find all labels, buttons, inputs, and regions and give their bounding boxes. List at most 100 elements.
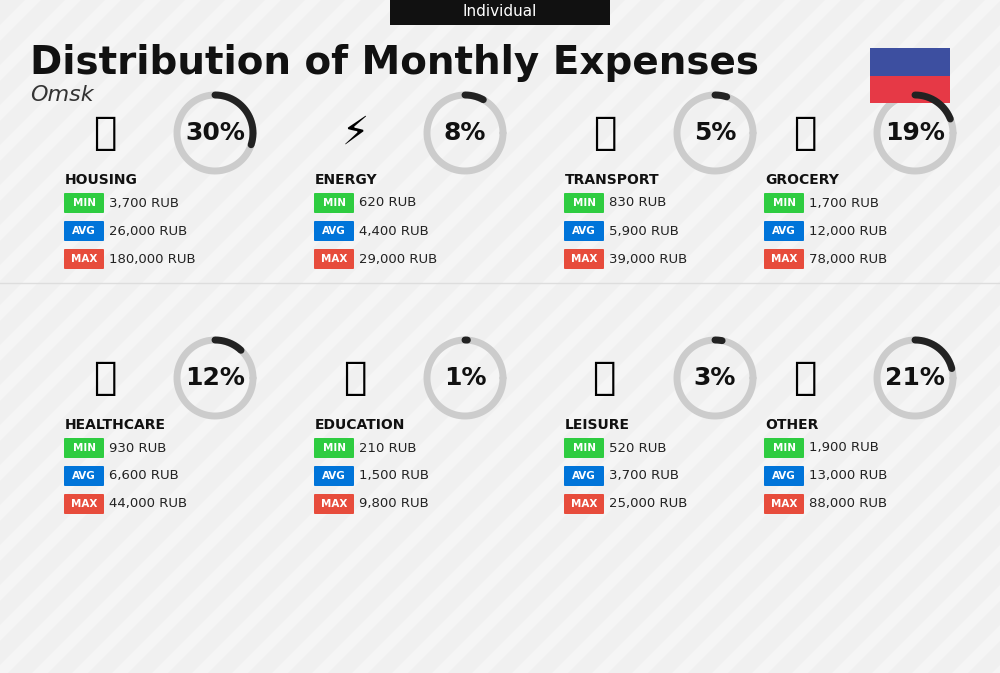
Text: 12,000 RUB: 12,000 RUB — [809, 225, 887, 238]
Text: 29,000 RUB: 29,000 RUB — [359, 252, 437, 266]
Text: AVG: AVG — [772, 471, 796, 481]
FancyBboxPatch shape — [764, 221, 804, 241]
Text: 26,000 RUB: 26,000 RUB — [109, 225, 187, 238]
Text: OTHER: OTHER — [765, 418, 818, 432]
FancyBboxPatch shape — [64, 193, 104, 213]
FancyBboxPatch shape — [390, 0, 610, 25]
FancyBboxPatch shape — [764, 438, 804, 458]
Text: AVG: AVG — [572, 226, 596, 236]
Text: 1%: 1% — [444, 366, 486, 390]
Text: 💰: 💰 — [793, 359, 817, 397]
Text: 78,000 RUB: 78,000 RUB — [809, 252, 887, 266]
FancyBboxPatch shape — [314, 249, 354, 269]
Text: 🏥: 🏥 — [93, 359, 117, 397]
Text: 🛒: 🛒 — [793, 114, 817, 152]
Text: MIN: MIN — [72, 443, 96, 453]
Text: 1,900 RUB: 1,900 RUB — [809, 441, 879, 454]
Text: 🎓: 🎓 — [343, 359, 367, 397]
Text: 210 RUB: 210 RUB — [359, 441, 416, 454]
FancyBboxPatch shape — [564, 494, 604, 514]
Text: MAX: MAX — [571, 254, 597, 264]
FancyBboxPatch shape — [314, 438, 354, 458]
Text: 13,000 RUB: 13,000 RUB — [809, 470, 887, 483]
Text: MIN: MIN — [572, 443, 596, 453]
Text: 44,000 RUB: 44,000 RUB — [109, 497, 187, 511]
Text: MIN: MIN — [572, 198, 596, 208]
Text: 3,700 RUB: 3,700 RUB — [109, 197, 179, 209]
Text: 9,800 RUB: 9,800 RUB — [359, 497, 429, 511]
FancyBboxPatch shape — [764, 494, 804, 514]
Text: MIN: MIN — [322, 443, 346, 453]
FancyBboxPatch shape — [64, 221, 104, 241]
Text: HEALTHCARE: HEALTHCARE — [65, 418, 166, 432]
Text: ⚡: ⚡ — [341, 114, 369, 152]
Text: HOUSING: HOUSING — [65, 173, 138, 187]
Text: 30%: 30% — [185, 121, 245, 145]
Text: Individual: Individual — [463, 5, 537, 20]
FancyBboxPatch shape — [564, 221, 604, 241]
Text: AVG: AVG — [72, 226, 96, 236]
Text: AVG: AVG — [322, 471, 346, 481]
Text: AVG: AVG — [772, 226, 796, 236]
FancyBboxPatch shape — [764, 193, 804, 213]
FancyBboxPatch shape — [64, 249, 104, 269]
Text: 5,900 RUB: 5,900 RUB — [609, 225, 679, 238]
FancyBboxPatch shape — [870, 48, 950, 75]
FancyBboxPatch shape — [564, 249, 604, 269]
Text: 25,000 RUB: 25,000 RUB — [609, 497, 687, 511]
FancyBboxPatch shape — [64, 494, 104, 514]
Text: 180,000 RUB: 180,000 RUB — [109, 252, 196, 266]
Text: LEISURE: LEISURE — [565, 418, 630, 432]
Text: ENERGY: ENERGY — [315, 173, 378, 187]
FancyBboxPatch shape — [314, 221, 354, 241]
Text: 12%: 12% — [185, 366, 245, 390]
Text: 620 RUB: 620 RUB — [359, 197, 416, 209]
Text: 4,400 RUB: 4,400 RUB — [359, 225, 429, 238]
Text: Distribution of Monthly Expenses: Distribution of Monthly Expenses — [30, 44, 759, 82]
FancyBboxPatch shape — [564, 438, 604, 458]
Text: 6,600 RUB: 6,600 RUB — [109, 470, 179, 483]
Text: 🏢: 🏢 — [93, 114, 117, 152]
Text: MAX: MAX — [771, 499, 797, 509]
Text: 8%: 8% — [444, 121, 486, 145]
Text: 88,000 RUB: 88,000 RUB — [809, 497, 887, 511]
Text: GROCERY: GROCERY — [765, 173, 839, 187]
Text: 830 RUB: 830 RUB — [609, 197, 666, 209]
Text: MIN: MIN — [772, 198, 796, 208]
Text: 🛍️: 🛍️ — [593, 359, 617, 397]
FancyBboxPatch shape — [764, 466, 804, 486]
Text: 39,000 RUB: 39,000 RUB — [609, 252, 687, 266]
Text: MIN: MIN — [772, 443, 796, 453]
Text: 520 RUB: 520 RUB — [609, 441, 666, 454]
Text: 1,500 RUB: 1,500 RUB — [359, 470, 429, 483]
Text: MAX: MAX — [71, 499, 97, 509]
Text: MAX: MAX — [771, 254, 797, 264]
Text: 19%: 19% — [885, 121, 945, 145]
Text: MAX: MAX — [321, 499, 347, 509]
FancyBboxPatch shape — [314, 494, 354, 514]
Text: MAX: MAX — [71, 254, 97, 264]
Text: Omsk: Omsk — [30, 85, 94, 105]
Text: MAX: MAX — [571, 499, 597, 509]
Text: EDUCATION: EDUCATION — [315, 418, 405, 432]
Text: AVG: AVG — [322, 226, 346, 236]
Text: MAX: MAX — [321, 254, 347, 264]
Text: 3%: 3% — [694, 366, 736, 390]
FancyBboxPatch shape — [764, 249, 804, 269]
FancyBboxPatch shape — [64, 466, 104, 486]
Text: 1,700 RUB: 1,700 RUB — [809, 197, 879, 209]
FancyBboxPatch shape — [870, 75, 950, 103]
Text: AVG: AVG — [572, 471, 596, 481]
Text: 5%: 5% — [694, 121, 736, 145]
Text: 3,700 RUB: 3,700 RUB — [609, 470, 679, 483]
Text: TRANSPORT: TRANSPORT — [565, 173, 660, 187]
FancyBboxPatch shape — [64, 438, 104, 458]
FancyBboxPatch shape — [564, 193, 604, 213]
Text: AVG: AVG — [72, 471, 96, 481]
FancyBboxPatch shape — [314, 466, 354, 486]
Text: MIN: MIN — [72, 198, 96, 208]
Text: MIN: MIN — [322, 198, 346, 208]
FancyBboxPatch shape — [564, 466, 604, 486]
Text: 🚌: 🚌 — [593, 114, 617, 152]
Text: 21%: 21% — [885, 366, 945, 390]
